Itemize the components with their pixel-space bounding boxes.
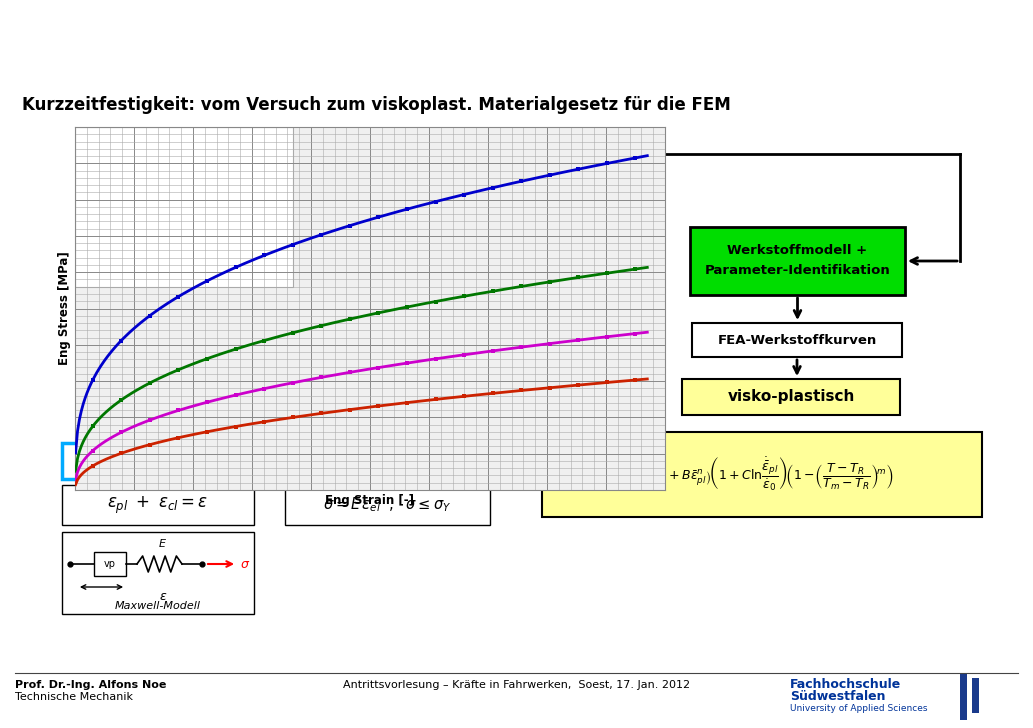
Text: visko-plastisch: visko-plastisch xyxy=(727,389,854,405)
FancyBboxPatch shape xyxy=(690,227,905,295)
Bar xyxy=(960,674,967,720)
FancyBboxPatch shape xyxy=(542,432,982,517)
Text: $\sigma = \!\left(A + B\bar{\varepsilon}_{pl}^{n}\right)\!\left(1 + C\ln\!\dfrac: $\sigma = \!\left(A + B\bar{\varepsilon}… xyxy=(630,456,894,494)
FancyBboxPatch shape xyxy=(62,443,254,479)
Text: Druckversuche: Druckversuche xyxy=(508,147,625,161)
FancyBboxPatch shape xyxy=(62,485,254,525)
Text: Südwestfalen: Südwestfalen xyxy=(790,690,885,703)
Text: elastisch: Hooke: elastisch: Hooke xyxy=(310,452,465,470)
FancyBboxPatch shape xyxy=(94,552,126,576)
FancyBboxPatch shape xyxy=(285,485,490,525)
Text: Maxwell-Modell: Maxwell-Modell xyxy=(115,601,201,611)
Text: Technische Mechanik: Technische Mechanik xyxy=(15,692,133,702)
FancyBboxPatch shape xyxy=(477,137,657,171)
FancyBboxPatch shape xyxy=(692,323,902,357)
X-axis label: Eng Strain [-]: Eng Strain [-] xyxy=(325,494,414,507)
Bar xyxy=(972,678,979,713)
Text: $\varepsilon$: $\varepsilon$ xyxy=(159,590,167,603)
FancyBboxPatch shape xyxy=(682,379,900,415)
Text: Materialgesetze für Polymere: Materialgesetze für Polymere xyxy=(22,27,509,55)
FancyBboxPatch shape xyxy=(75,127,293,287)
Text: University of Applied Sciences: University of Applied Sciences xyxy=(790,704,928,713)
Text: Kurzzeitfestigkeit: vom Versuch zum viskoplast. Materialgesetz für die FEM: Kurzzeitfestigkeit: vom Versuch zum visk… xyxy=(22,96,730,114)
Text: $E$: $E$ xyxy=(158,537,167,549)
Text: $\sigma = E\,\varepsilon_{el}\ \ ,\ \ \sigma \leq \sigma_Y$: $\sigma = E\,\varepsilon_{el}\ \ ,\ \ \s… xyxy=(323,496,451,515)
Text: vp: vp xyxy=(104,559,116,569)
Text: Antrittsvorlesung – Kräfte in Fahrwerken,  Soest, 17. Jan. 2012: Antrittsvorlesung – Kräfte in Fahrwerken… xyxy=(343,680,690,690)
Text: Prof. Dr.-Ing. Alfons Noe: Prof. Dr.-Ing. Alfons Noe xyxy=(15,680,166,690)
FancyBboxPatch shape xyxy=(285,443,490,479)
Text: FEA-Werkstoffkurven: FEA-Werkstoffkurven xyxy=(717,333,877,347)
Text: $\sigma$: $\sigma$ xyxy=(240,558,250,571)
FancyBboxPatch shape xyxy=(62,532,254,614)
Text: Kinematik: Kinematik xyxy=(111,452,206,470)
Text: Fachhochschule: Fachhochschule xyxy=(790,678,901,691)
Text: $\varepsilon_{pl}\ +\ \varepsilon_{cl} = \varepsilon$: $\varepsilon_{pl}\ +\ \varepsilon_{cl} =… xyxy=(107,494,209,515)
Y-axis label: Eng Stress [MPa]: Eng Stress [MPa] xyxy=(58,252,71,365)
Text: Parameter-Identifikation: Parameter-Identifikation xyxy=(705,264,890,277)
Text: Werkstoffmodell +: Werkstoffmodell + xyxy=(727,245,868,258)
